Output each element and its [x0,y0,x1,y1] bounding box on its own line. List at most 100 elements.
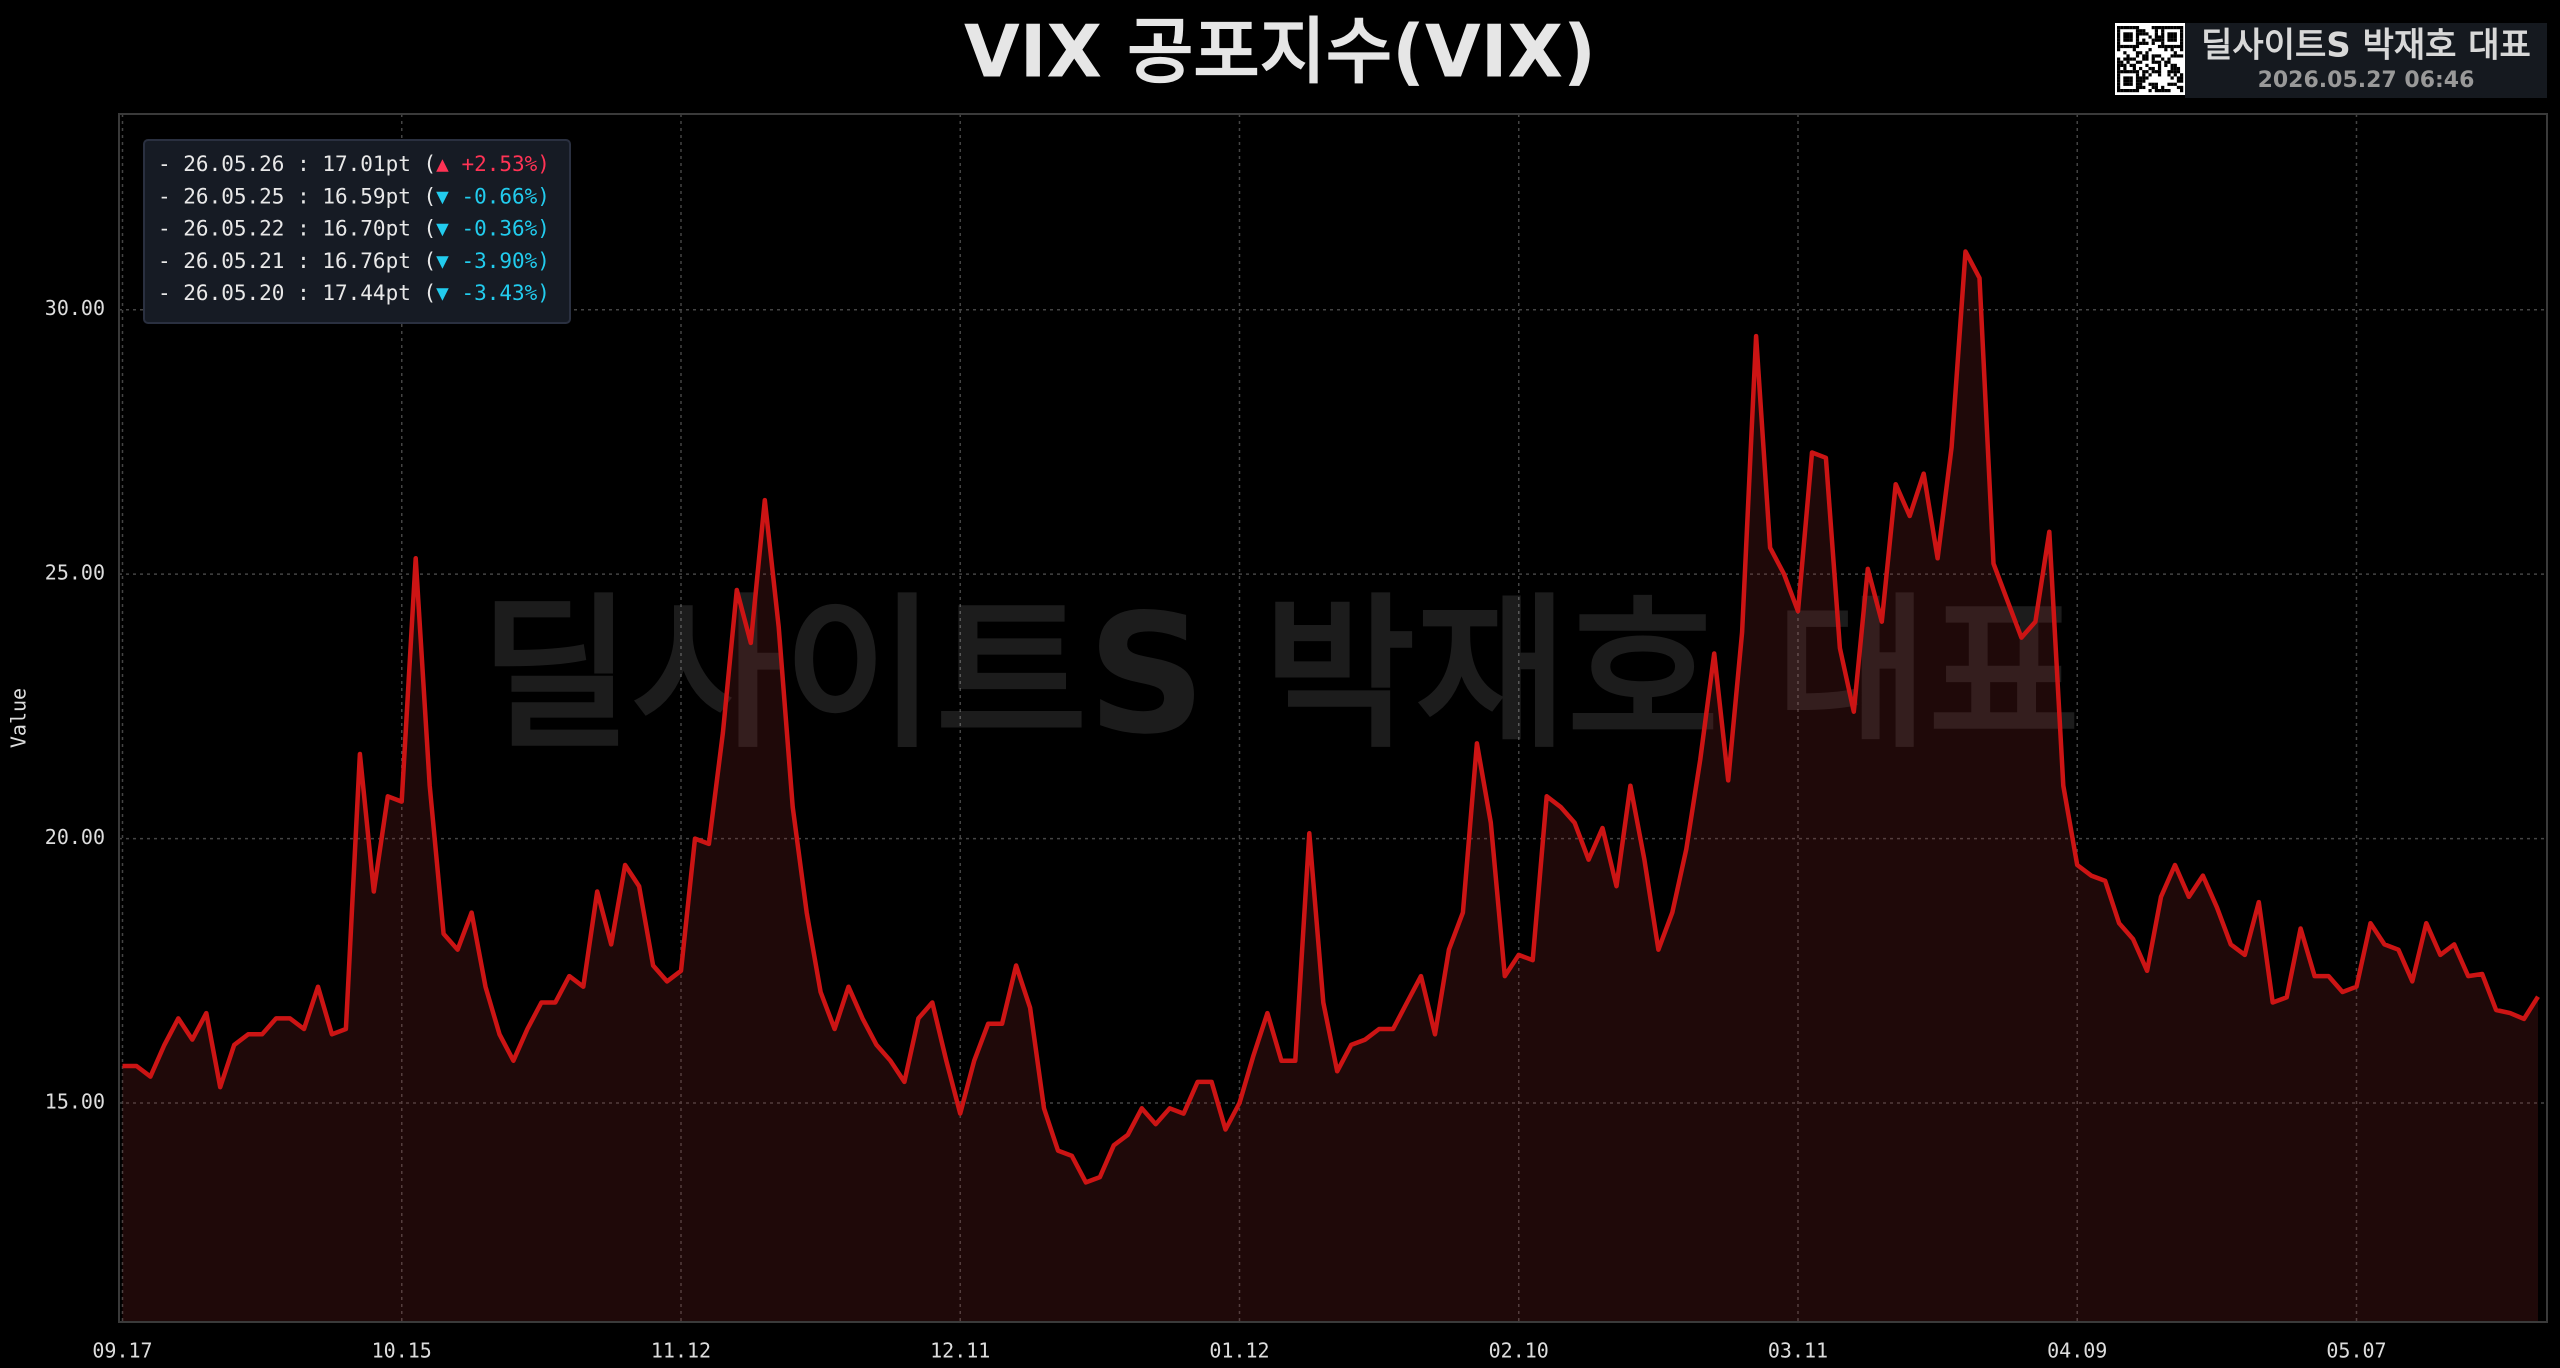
qr-cell [2139,29,2143,33]
qr-cell [2180,76,2184,80]
x-tick-label: 04.09 [2047,1339,2107,1363]
qr-cell [2142,41,2146,45]
qr-cell [2117,60,2121,64]
x-tick-label: 10.15 [372,1339,432,1363]
x-tick-label: 03.11 [1768,1339,1828,1363]
qr-cell [2170,44,2174,49]
qr-cell [2161,35,2165,39]
qr-cell [2117,66,2121,71]
qr-cell [2173,32,2177,36]
qr-cell [2148,48,2152,52]
qr-cell [2123,66,2127,71]
y-tick-label: 15.00 [45,1090,105,1114]
qr-cell [2157,66,2162,71]
qr-cell [2126,35,2130,39]
qr-cell [2135,51,2140,55]
qr-cell [2132,89,2136,93]
qr-cell [2173,35,2177,39]
qr-cell [2120,89,2124,93]
qr-cell [2142,85,2146,90]
summary: - 26.05.26 : 17.01pt (▲ +2.53%)- 26.05.2… [158,152,550,305]
qr-cell [2154,38,2158,42]
qr-cell [2145,51,2149,55]
qr-cell [2176,85,2181,90]
qr-cell [2154,29,2158,33]
qr-cell [2123,76,2127,80]
qr-cell [2167,73,2171,77]
qr-cell [2123,63,2127,67]
qr-cell [2148,82,2152,86]
qr-cell [2142,73,2146,77]
qr-cell [2117,89,2121,93]
qr-cell [2151,82,2155,86]
qr-cell [2157,63,2162,67]
qr-cell [2139,41,2143,45]
qr-cell [2142,29,2146,33]
plot-frame [118,113,2548,1323]
qr-cell [2154,35,2158,39]
qr-cell [2126,82,2130,86]
qr-cell [2135,26,2140,30]
qr-cell [2145,76,2149,80]
qr-cell [2126,38,2130,42]
qr-cell [2132,44,2136,49]
qr-cell [2154,89,2158,93]
qr-cell [2117,32,2121,36]
qr-cell [2180,48,2184,52]
qr-cell [2126,76,2130,80]
qr-cell [2135,38,2140,42]
summary-change: ▼ -0.66%) [436,184,550,208]
qr-cell [2126,26,2130,30]
qr-cell [2173,44,2177,49]
qr-cell [2151,57,2155,61]
qr-cell [2161,29,2165,33]
qr-cell [2139,82,2143,86]
qr-cell [2176,70,2181,74]
qr-cell [2129,57,2133,61]
qr-cell [2129,35,2133,39]
qr-cell [2154,85,2158,90]
qr-cell [2135,89,2140,93]
qr-cell [2151,26,2155,30]
qr-cell [2173,26,2177,30]
qr-cell [2142,79,2146,83]
summary-line: - 26.05.26 : 17.01pt (▲ +2.53%) [158,152,550,176]
qr-cell [2145,70,2149,74]
qr-cell [2120,26,2124,30]
qr-cell [2120,63,2124,67]
qr-cell [2161,32,2165,36]
qr-cell [2170,66,2174,71]
qr-cell [2161,89,2165,93]
qr-cell [2164,44,2168,49]
x-tick-label: 12.11 [930,1339,990,1363]
qr-cell [2123,26,2127,30]
x-tick-label: 11.12 [651,1339,711,1363]
qr-cell [2157,54,2162,58]
qr-cell [2135,76,2140,80]
qr-cell [2164,26,2168,30]
qr-cell [2126,44,2130,49]
qr-cell [2180,44,2184,49]
qr-cell [2139,32,2143,36]
qr-cell [2161,44,2165,49]
qr-cell [2157,73,2162,77]
qr-cell [2173,66,2177,71]
qr-cell [2132,63,2136,67]
qr-cell [2135,29,2140,33]
brand-name: 딜사이트S 박재호 대표 [2201,26,2531,66]
qr-cell [2176,66,2181,71]
qr-cell [2129,44,2133,49]
qr-cell [2176,76,2181,80]
qr-cell [2151,38,2155,42]
qr-cell [2123,51,2127,55]
qr-cell [2151,70,2155,74]
qr-cell [2123,70,2127,74]
qr-cell [2126,54,2130,58]
summary-change: ▼ -3.90%) [436,249,550,273]
qr-cell [2167,35,2171,39]
qr-cell [2132,66,2136,71]
plot [122,249,2540,1322]
qr-cell [2139,85,2143,90]
qr-cell [2117,82,2121,86]
